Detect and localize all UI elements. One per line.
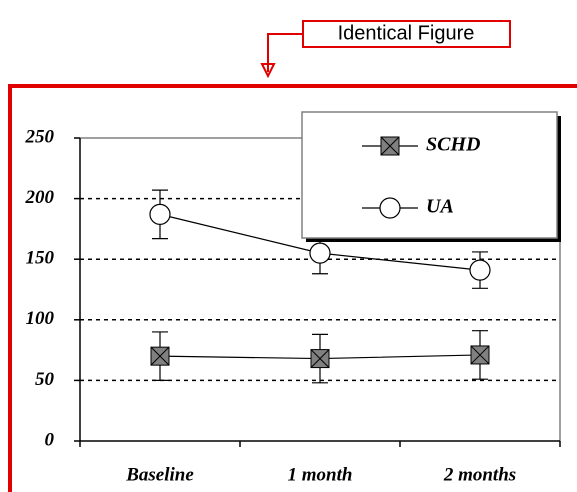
x-tick-label: 1 month: [288, 464, 353, 485]
marker-x: [310, 349, 330, 368]
marker: [470, 345, 490, 365]
y-tick-label: 250: [25, 126, 55, 147]
y-tick-label: 50: [35, 369, 55, 390]
x-tick-label: Baseline: [125, 464, 194, 485]
y-tick-label: 150: [26, 248, 55, 269]
y-tick-label: 100: [26, 308, 55, 329]
legend-label: SCHD: [426, 134, 480, 156]
legend-box: [301, 111, 558, 239]
frame: [8, 84, 577, 492]
legend-label: UA: [426, 196, 454, 218]
marker: [469, 259, 491, 281]
marker: [310, 349, 330, 369]
y-tick-label: 200: [25, 187, 55, 208]
marker: [309, 242, 331, 264]
marker: [149, 203, 171, 225]
annotation: Identical Figure: [338, 22, 475, 44]
marker-x: [380, 136, 400, 156]
x-tick-label: 2 months: [443, 464, 516, 485]
marker: [380, 136, 400, 156]
annotation-arrow: [267, 33, 303, 72]
marker-x: [470, 345, 490, 365]
plot: 0 50 100 150 200 250 Baseline 1 month 2 months: [25, 126, 561, 485]
marker-x: [150, 346, 170, 366]
y-tick-label: 0: [45, 429, 55, 450]
marker: [379, 197, 401, 219]
arrow-head: [260, 63, 276, 79]
legend: SCHD UA: [301, 111, 561, 242]
marker: [150, 346, 170, 366]
